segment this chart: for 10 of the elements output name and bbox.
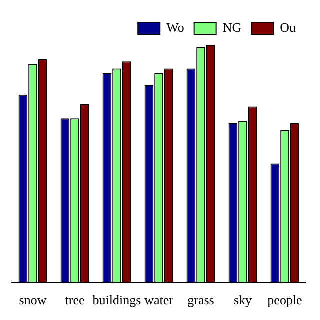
legend-label: Wo [166,20,184,35]
x-tick-label: people [268,292,303,308]
x-tick-label: buildings [92,292,142,308]
x-tick-label: tree [65,292,85,308]
legend-label: NG [222,20,242,35]
x-tick-label: grass [188,292,214,308]
legend-label: Ou [280,20,296,35]
x-tick-label: snow [19,292,48,308]
x-tick-label: sky [234,292,253,308]
x-tick-label: water [144,292,174,308]
